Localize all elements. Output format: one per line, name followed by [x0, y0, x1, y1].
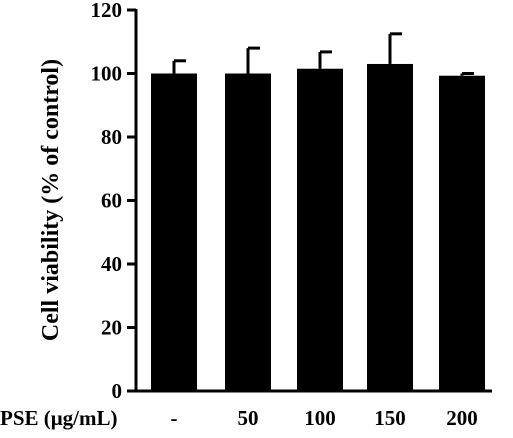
x-tick-label: -: [171, 406, 178, 430]
x-tick-label: 150: [374, 406, 406, 430]
x-tick-label: 100: [304, 406, 336, 430]
bar: [297, 68, 343, 392]
bar: [151, 73, 197, 391]
x-tick-label: 50: [238, 406, 259, 430]
y-tick-label: 20: [101, 316, 122, 340]
x-axis-label: PSE (μg/mL): [0, 406, 118, 430]
y-tick-label: 60: [101, 189, 122, 213]
plot-area: 0 20 40 60 80 100 120 - 50 100 150 200: [91, 0, 492, 430]
y-tick-label: 80: [101, 125, 122, 149]
bar: [439, 75, 485, 391]
y-tick-label: 100: [91, 62, 123, 86]
y-tick-label: 120: [91, 0, 123, 22]
y-tick-label: 0: [112, 379, 123, 403]
bar: [225, 73, 271, 391]
y-axis-label: Cell viability (% of control): [38, 59, 64, 341]
bar: [367, 63, 413, 391]
x-tick-label: 200: [446, 406, 478, 430]
y-tick-label: 40: [101, 252, 122, 276]
